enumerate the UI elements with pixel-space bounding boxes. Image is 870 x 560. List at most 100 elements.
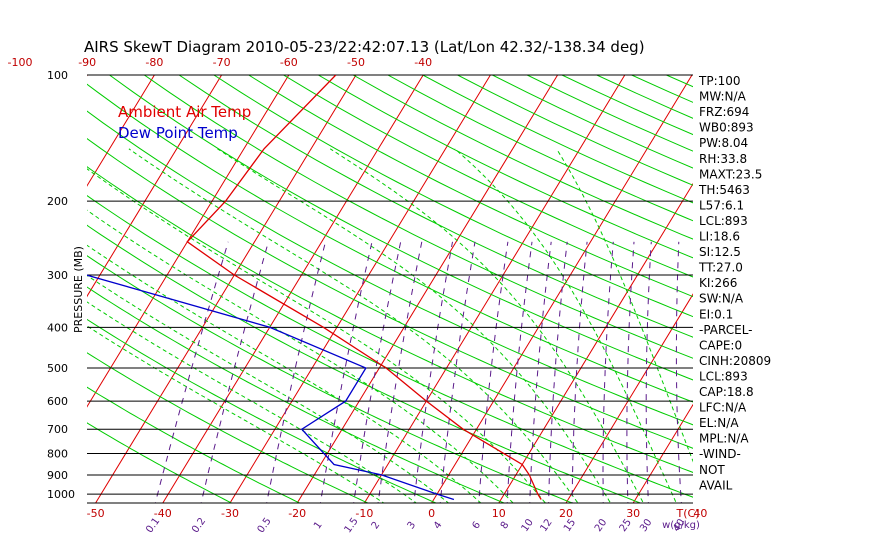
mixing-ratio-unit-label: w(g/kg) <box>662 520 700 531</box>
moist-adiabat-line <box>87 325 385 503</box>
pressure-tick-label: 500 <box>47 362 68 375</box>
y-axis-label: PRESSURE (MB) <box>72 246 85 333</box>
bottom-temp-tick-label: -40 <box>154 507 172 520</box>
dry-adiabat-line <box>108 75 693 381</box>
dry-adiabat-line <box>282 75 693 278</box>
moist-adiabat-line <box>128 148 579 503</box>
stat-label: LCL:893 <box>699 214 748 228</box>
isotherm-line <box>87 75 290 408</box>
mixing-ratio-tick-label: 6 <box>470 520 483 532</box>
legend-ambient-air-temp: Ambient Air Temp <box>118 103 251 121</box>
bottom-temp-tick-label: -20 <box>288 507 306 520</box>
stat-label: LI:18.6 <box>699 230 740 244</box>
bottom-temp-tick-label: -50 <box>87 507 105 520</box>
dry-adiabat-line <box>352 75 693 240</box>
isotherm-line <box>87 75 223 298</box>
dry-adiabat-line <box>213 75 693 318</box>
mixing-ratio-tick-label: 10 <box>520 517 536 534</box>
top-temp-tick-label: -60 <box>280 56 298 69</box>
pressure-tick-label: 100 <box>47 69 68 82</box>
temp-unit-label: T(C) <box>676 507 700 520</box>
mixing-ratio-tick-label: 0.5 <box>256 516 274 535</box>
mixing-ratio-tick-label: 0.2 <box>190 516 208 535</box>
stat-label: MPL:N/A <box>699 432 749 446</box>
pressure-tick-label: 200 <box>47 195 68 208</box>
legend: Ambient Air Temp Dew Point Temp <box>118 103 251 142</box>
mixing-ratio-tick-label: 3 <box>406 520 419 532</box>
mixing-ratio-line <box>602 241 614 503</box>
mixing-ratio-line <box>626 241 635 503</box>
stat-label: L57:6.1 <box>699 198 744 212</box>
stat-label: TP:100 <box>698 74 741 88</box>
stat-label: CINH:20809 <box>699 354 771 368</box>
moist-adiabat-line <box>454 148 677 503</box>
isotherm-line <box>832 34 870 508</box>
moist-adiabat-line <box>556 148 693 463</box>
mixing-ratio-tick-label: 1 <box>312 520 325 532</box>
mixing-ratio-line <box>200 241 269 503</box>
bottom-temp-tick-label: 10 <box>492 507 506 520</box>
stat-label: -PARCEL- <box>699 323 753 337</box>
legend-dew-point-temp: Dew Point Temp <box>118 124 238 142</box>
dry-adiabat-line <box>87 195 693 498</box>
stat-label: CAP:18.8 <box>699 385 754 399</box>
chart-title: AIRS SkewT Diagram 2010-05-23/22:42:07.1… <box>84 38 645 56</box>
pressure-tick-label: 1000 <box>47 488 75 501</box>
moist-adiabat-line <box>87 168 547 503</box>
moist-adiabat-line <box>87 274 450 503</box>
dry-adiabat-line <box>526 75 693 152</box>
stat-label: TH:5463 <box>698 183 750 197</box>
mixing-ratio-line <box>675 241 682 503</box>
bottom-temp-tick-label: -30 <box>221 507 239 520</box>
bottom-temp-tick-label: -10 <box>355 507 373 520</box>
isotherm-line <box>87 75 155 187</box>
stat-label: SW:N/A <box>699 292 744 306</box>
mixing-ratio-tick-label: 12 <box>538 517 554 534</box>
stat-label: NOT <box>699 463 725 477</box>
isotherm-line <box>0 34 45 508</box>
stat-label: -WIND- <box>699 447 741 461</box>
dry-adiabat-line <box>317 75 693 259</box>
bottom-temp-tick-label: 40 <box>693 507 707 520</box>
dry-adiabat-line <box>87 386 301 503</box>
mixing-ratio-tick-label: 4 <box>432 520 445 532</box>
mixing-ratio-line <box>478 241 509 503</box>
dry-adiabat-line <box>87 166 693 473</box>
dry-adiabat-line <box>421 75 693 204</box>
dry-adiabat-line <box>87 224 642 503</box>
pressure-tick-label: 700 <box>47 423 68 436</box>
pressure-tick-label: 900 <box>47 469 68 482</box>
dry-adiabat-line <box>87 318 438 503</box>
pressure-tick-label: 400 <box>47 321 68 334</box>
dry-adiabat-line <box>491 75 693 169</box>
mixing-ratio-tick-label: 30 <box>638 517 654 534</box>
moist-adiabat-line <box>87 301 418 503</box>
dry-adiabat-line <box>87 110 693 426</box>
moist-adiabat-line <box>87 209 514 503</box>
mixing-ratio-line <box>154 241 229 503</box>
moist-adiabat-line <box>329 148 644 503</box>
isotherm-line <box>632 403 693 503</box>
top-temp-tick-label: -40 <box>414 56 432 69</box>
stat-label: FRZ:694 <box>699 105 749 119</box>
stat-label: RH:33.8 <box>699 152 747 166</box>
stat-label: EI:0.1 <box>699 307 733 321</box>
dry-adiabat-line <box>87 352 369 503</box>
ambient-temp-line <box>186 75 542 500</box>
dew-point-line <box>87 274 455 501</box>
background-grid <box>0 34 870 508</box>
bottom-temp-tick-label: 30 <box>626 507 640 520</box>
mixing-ratio-tick-label: 20 <box>593 517 609 534</box>
top-temp-tick-label: -50 <box>347 56 365 69</box>
mixing-ratio-line <box>353 241 402 503</box>
pressure-tick-label: 800 <box>47 448 68 461</box>
top-temp-tick-label: -80 <box>145 56 163 69</box>
stat-label: SI:12.5 <box>699 245 741 259</box>
stat-label: EL:N/A <box>699 416 739 430</box>
dry-adiabat-line <box>87 137 693 449</box>
mixing-ratio-line <box>377 241 423 503</box>
top-temp-tick-label: -90 <box>78 56 96 69</box>
stat-label: CAPE:0 <box>699 338 742 352</box>
stat-label: WB0:893 <box>699 121 754 135</box>
